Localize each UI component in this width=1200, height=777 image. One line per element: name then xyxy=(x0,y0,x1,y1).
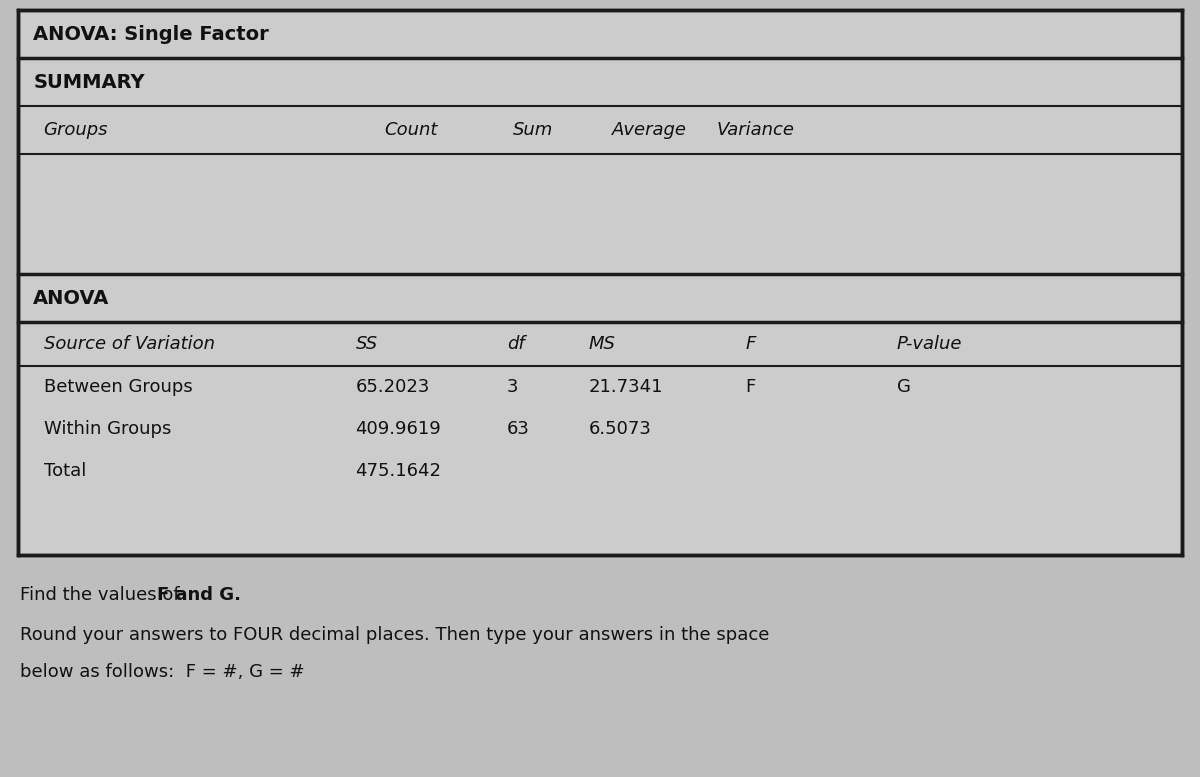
Text: Round your answers to FOUR decimal places. Then type your answers in the space: Round your answers to FOUR decimal place… xyxy=(20,626,769,644)
Text: ANOVA: ANOVA xyxy=(34,288,109,308)
Text: Count: Count xyxy=(385,121,438,139)
Text: Find the values of: Find the values of xyxy=(20,586,185,604)
Text: SUMMARY: SUMMARY xyxy=(34,72,145,92)
Text: Between Groups: Between Groups xyxy=(43,378,192,396)
Text: 21.7341: 21.7341 xyxy=(588,378,662,396)
Text: Average: Average xyxy=(612,121,686,139)
Text: Sum: Sum xyxy=(512,121,553,139)
Text: F and G.: F and G. xyxy=(157,586,241,604)
Text: 65.2023: 65.2023 xyxy=(355,378,430,396)
Text: F: F xyxy=(745,378,756,396)
Text: SS: SS xyxy=(355,335,378,353)
Text: 63: 63 xyxy=(506,420,529,438)
Text: 6.5073: 6.5073 xyxy=(588,420,652,438)
Text: df: df xyxy=(506,335,524,353)
Text: G: G xyxy=(896,378,911,396)
Text: Variance: Variance xyxy=(716,121,794,139)
Text: Groups: Groups xyxy=(43,121,108,139)
Text: 475.1642: 475.1642 xyxy=(355,462,442,480)
Text: below as follows:  F = #, G = #: below as follows: F = #, G = # xyxy=(20,663,305,681)
Bar xyxy=(18,10,1182,555)
Text: F: F xyxy=(745,335,756,353)
Text: Within Groups: Within Groups xyxy=(43,420,170,438)
Text: P-value: P-value xyxy=(896,335,962,353)
Text: 409.9619: 409.9619 xyxy=(355,420,442,438)
Text: Total: Total xyxy=(43,462,86,480)
Text: MS: MS xyxy=(588,335,616,353)
Text: ANOVA: Single Factor: ANOVA: Single Factor xyxy=(34,25,269,44)
Text: Source of Variation: Source of Variation xyxy=(43,335,215,353)
Text: 3: 3 xyxy=(506,378,518,396)
